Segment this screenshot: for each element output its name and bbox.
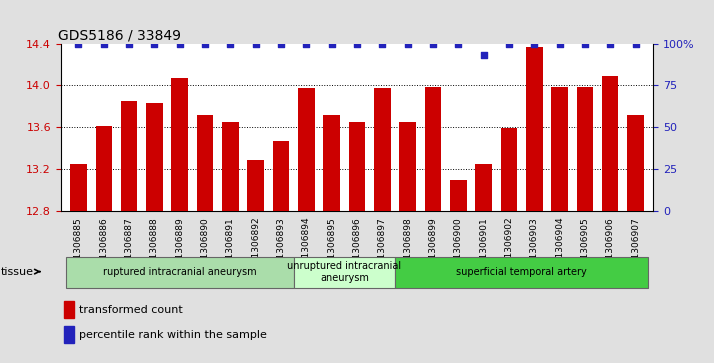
Bar [222,122,238,211]
Point [579,41,590,46]
Point [478,52,489,58]
FancyBboxPatch shape [293,257,395,287]
Bar [96,126,112,211]
Bar [551,87,568,211]
Bar [248,160,264,211]
Point [250,41,261,46]
Bar [577,87,593,211]
Point [326,41,338,46]
Bar [526,47,543,211]
Bar [64,326,74,343]
Point [73,41,84,46]
Point [199,41,211,46]
Text: percentile rank within the sample: percentile rank within the sample [79,330,267,340]
Point [351,41,363,46]
Bar [399,122,416,211]
Text: transformed count: transformed count [79,305,183,314]
Point [453,41,464,46]
Point [225,41,236,46]
Point [402,41,413,46]
Bar [425,87,441,211]
Bar [323,114,340,211]
Bar [121,101,137,211]
Text: GDS5186 / 33849: GDS5186 / 33849 [58,28,181,42]
Bar [70,164,86,211]
Bar [273,140,289,211]
Point [376,41,388,46]
Text: tissue: tissue [1,266,40,277]
Bar [348,122,366,211]
FancyBboxPatch shape [66,257,293,287]
Point [276,41,287,46]
Point [174,41,186,46]
Bar [146,103,163,211]
Bar [628,114,644,211]
Point [630,41,641,46]
Point [149,41,160,46]
Bar [476,164,492,211]
Bar [298,89,315,211]
Bar [197,114,213,211]
Bar [501,128,517,211]
Bar [64,301,74,318]
Point [301,41,312,46]
Text: superficial temporal artery: superficial temporal artery [456,267,587,277]
Bar [171,78,188,211]
Point [124,41,135,46]
FancyBboxPatch shape [395,257,648,287]
Text: ruptured intracranial aneurysm: ruptured intracranial aneurysm [103,267,256,277]
Point [98,41,109,46]
Text: unruptured intracranial
aneurysm: unruptured intracranial aneurysm [287,261,401,283]
Point [605,41,616,46]
Bar [374,89,391,211]
Point [554,41,565,46]
Point [528,41,540,46]
Point [427,41,438,46]
Point [503,41,515,46]
Bar [450,180,466,211]
Bar [602,76,618,211]
